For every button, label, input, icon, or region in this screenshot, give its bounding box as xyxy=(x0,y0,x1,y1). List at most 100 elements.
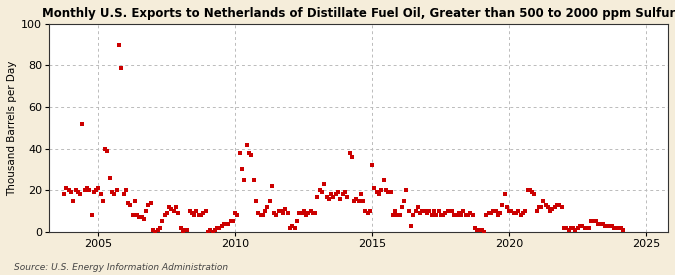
Point xyxy=(387,213,398,218)
Point xyxy=(150,230,161,234)
Point xyxy=(321,194,332,199)
Point xyxy=(153,228,163,232)
Point xyxy=(358,199,369,203)
Point xyxy=(148,228,159,232)
Point xyxy=(520,209,531,213)
Point xyxy=(595,221,605,226)
Point xyxy=(136,215,147,219)
Point xyxy=(374,192,385,197)
Point xyxy=(401,188,412,192)
Point xyxy=(207,230,218,234)
Point xyxy=(290,226,300,230)
Point xyxy=(115,65,126,70)
Point xyxy=(319,182,329,186)
Point xyxy=(492,213,503,218)
Point xyxy=(292,219,302,224)
Point xyxy=(331,192,342,197)
Point xyxy=(451,213,462,218)
Point xyxy=(275,209,286,213)
Point xyxy=(298,209,309,213)
Point xyxy=(333,190,344,194)
Point xyxy=(508,211,519,215)
Point xyxy=(90,188,101,192)
Point xyxy=(465,211,476,215)
Point xyxy=(234,151,245,155)
Point xyxy=(543,205,554,209)
Point xyxy=(371,190,382,194)
Point xyxy=(134,215,145,219)
Point xyxy=(84,188,95,192)
Point xyxy=(278,211,289,215)
Point xyxy=(554,203,565,207)
Point xyxy=(315,188,325,192)
Point xyxy=(200,209,211,213)
Point xyxy=(604,223,615,228)
Point xyxy=(109,192,119,197)
Point xyxy=(460,213,471,218)
Point xyxy=(475,228,485,232)
Point xyxy=(221,221,232,226)
Point xyxy=(399,199,410,203)
Point xyxy=(556,205,567,209)
Point xyxy=(196,213,207,218)
Point xyxy=(225,219,236,224)
Point xyxy=(581,226,592,230)
Point xyxy=(77,122,88,126)
Point xyxy=(467,213,478,218)
Point xyxy=(72,190,83,194)
Point xyxy=(123,200,134,205)
Point xyxy=(392,213,403,218)
Point xyxy=(307,211,318,215)
Point xyxy=(526,190,537,194)
Title: Monthly U.S. Exports to Netherlands of Distillate Fuel Oil, Greater than 500 to : Monthly U.S. Exports to Netherlands of D… xyxy=(42,7,675,20)
Point xyxy=(237,167,248,172)
Point xyxy=(454,211,464,215)
Point xyxy=(102,148,113,153)
Point xyxy=(259,209,270,213)
Point xyxy=(98,199,109,203)
Point xyxy=(283,211,294,215)
Point xyxy=(485,211,496,215)
Point xyxy=(607,223,618,228)
Point xyxy=(419,209,430,213)
Point xyxy=(524,188,535,192)
Point xyxy=(130,199,140,203)
Point xyxy=(566,226,576,230)
Point xyxy=(574,223,585,228)
Point xyxy=(456,213,466,218)
Point xyxy=(273,209,284,213)
Point xyxy=(143,203,154,207)
Point xyxy=(157,219,167,224)
Point xyxy=(515,213,526,218)
Point xyxy=(364,209,375,213)
Point xyxy=(463,213,474,218)
Point xyxy=(271,213,281,218)
Point xyxy=(389,209,400,213)
Point xyxy=(269,211,279,215)
Point xyxy=(138,217,149,222)
Point xyxy=(252,211,263,215)
Point xyxy=(381,188,392,192)
Point xyxy=(63,188,74,192)
Point xyxy=(614,226,624,230)
Point xyxy=(422,211,433,215)
Point xyxy=(385,190,396,194)
Point xyxy=(191,209,202,213)
Point xyxy=(360,209,371,213)
Point xyxy=(481,213,492,218)
Point xyxy=(141,209,152,213)
Point xyxy=(267,184,277,188)
Point xyxy=(75,192,86,197)
Point xyxy=(488,209,499,213)
Point xyxy=(429,209,439,213)
Point xyxy=(216,223,227,228)
Point xyxy=(242,142,252,147)
Point xyxy=(285,226,296,230)
Point xyxy=(166,207,177,211)
Point xyxy=(549,205,560,209)
Point xyxy=(346,155,357,159)
Point xyxy=(111,188,122,192)
Point xyxy=(572,226,583,230)
Point xyxy=(287,223,298,228)
Point xyxy=(351,196,362,201)
